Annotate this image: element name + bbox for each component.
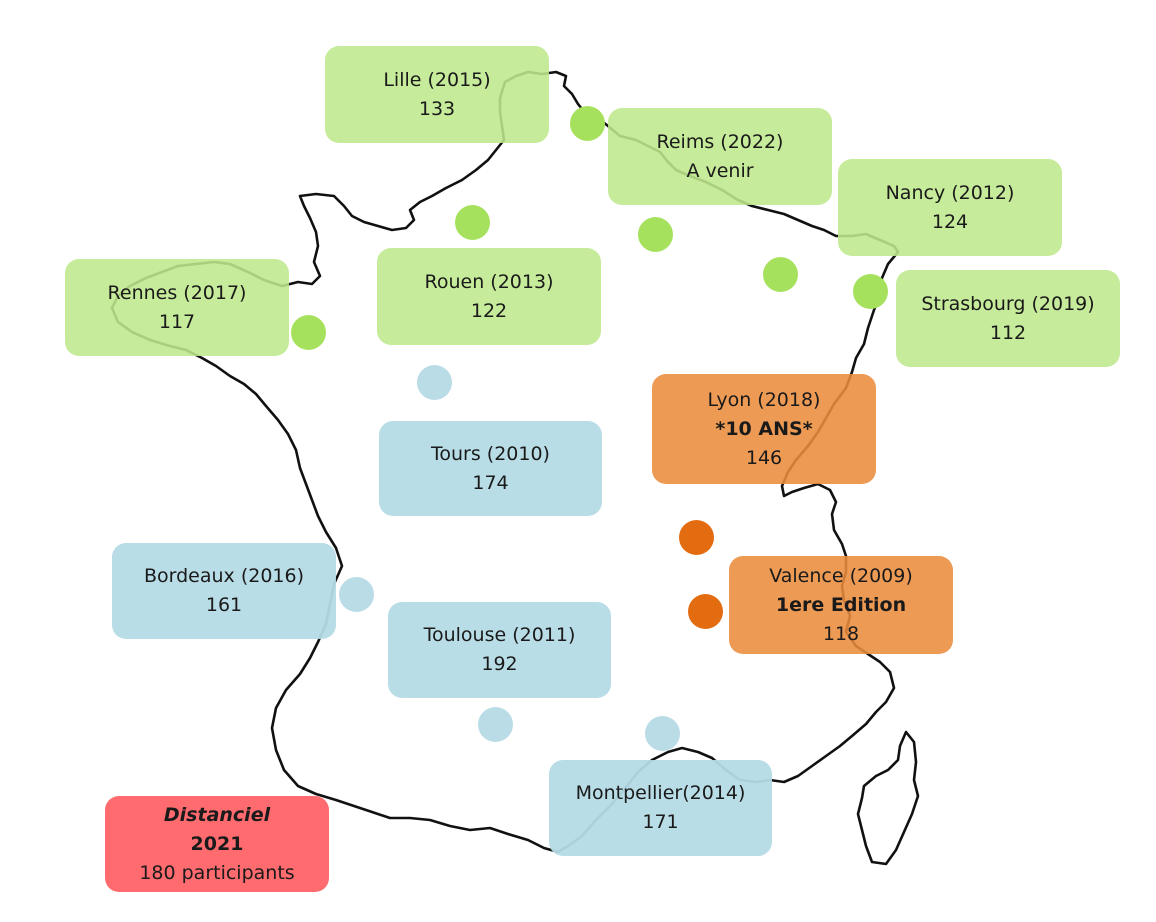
montpellier-title: Montpellier(2014) — [575, 782, 746, 804]
lille-title: Lille (2015) — [383, 68, 491, 91]
distanciel-box: Distanciel 2021 180 participants — [105, 796, 329, 892]
valence-title: Valence (2009) — [769, 564, 913, 587]
nancy-title: Nancy (2012) — [885, 181, 1015, 204]
toulouse-box: Toulouse (2011) 192 — [388, 602, 611, 698]
tours-title: Tours (2010) — [431, 442, 550, 465]
montpellier-value: 171 — [642, 811, 679, 833]
rennes-title: Rennes (2017) — [107, 281, 247, 304]
reims-value: A venir — [686, 159, 754, 182]
distanciel-year: 2021 — [190, 832, 244, 855]
lyon-title: Lyon (2018) — [707, 388, 821, 411]
rouen-value: 122 — [470, 299, 508, 322]
lille-marker — [570, 106, 605, 141]
distanciel-heading: Distanciel 2021 — [164, 801, 270, 859]
lyon-box: Lyon (2018) *10 ANS* 146 — [652, 374, 876, 484]
toulouse-marker — [478, 707, 513, 742]
nancy-box: Nancy (2012) 124 — [838, 159, 1062, 256]
nancy-marker — [763, 257, 798, 292]
reims-marker — [638, 217, 673, 252]
tours-box: Tours (2010) 174 — [379, 421, 602, 516]
bordeaux-box: Bordeaux (2016) 161 — [112, 543, 336, 639]
valence-marker — [688, 594, 723, 629]
bordeaux-marker — [339, 577, 374, 612]
montpellier-marker — [645, 716, 680, 751]
rouen-box: Rouen (2013) 122 — [377, 248, 601, 345]
distanciel-participants: 180 participants — [139, 861, 295, 884]
valence-box: Valence (2009) 1ere Edition 118 — [729, 556, 953, 654]
lille-box: Lille (2015) 133 — [325, 46, 549, 143]
lyon-note: *10 ANS* — [715, 417, 813, 440]
nancy-value: 124 — [931, 210, 969, 233]
rennes-marker — [291, 315, 326, 350]
lyon-value: 146 — [745, 446, 783, 469]
montpellier-box: Montpellier(2014) 171 — [549, 760, 772, 856]
lyon-marker — [679, 520, 714, 555]
strasbourg-box: Strasbourg (2019) 112 — [896, 270, 1120, 367]
toulouse-value: 192 — [481, 653, 518, 675]
lille-value: 133 — [418, 97, 456, 120]
distanciel-label: Distanciel — [163, 803, 271, 826]
valence-value: 118 — [822, 622, 860, 645]
reims-box: Reims (2022) A venir — [608, 108, 832, 205]
strasbourg-title: Strasbourg (2019) — [921, 292, 1095, 315]
valence-note: 1ere Edition — [775, 593, 907, 616]
strasbourg-marker — [853, 274, 888, 309]
strasbourg-value: 112 — [989, 321, 1027, 344]
rennes-value: 117 — [158, 310, 196, 333]
corsica-outline — [856, 730, 920, 866]
toulouse-title: Toulouse (2011) — [423, 624, 576, 646]
tours-value: 174 — [472, 471, 509, 494]
rouen-marker — [455, 205, 490, 240]
rennes-box: Rennes (2017) 117 — [65, 259, 289, 356]
rouen-title: Rouen (2013) — [424, 270, 554, 293]
bordeaux-value: 161 — [205, 594, 243, 616]
tours-marker — [417, 365, 452, 400]
reims-title: Reims (2022) — [656, 130, 784, 153]
bordeaux-title: Bordeaux (2016) — [143, 565, 305, 587]
